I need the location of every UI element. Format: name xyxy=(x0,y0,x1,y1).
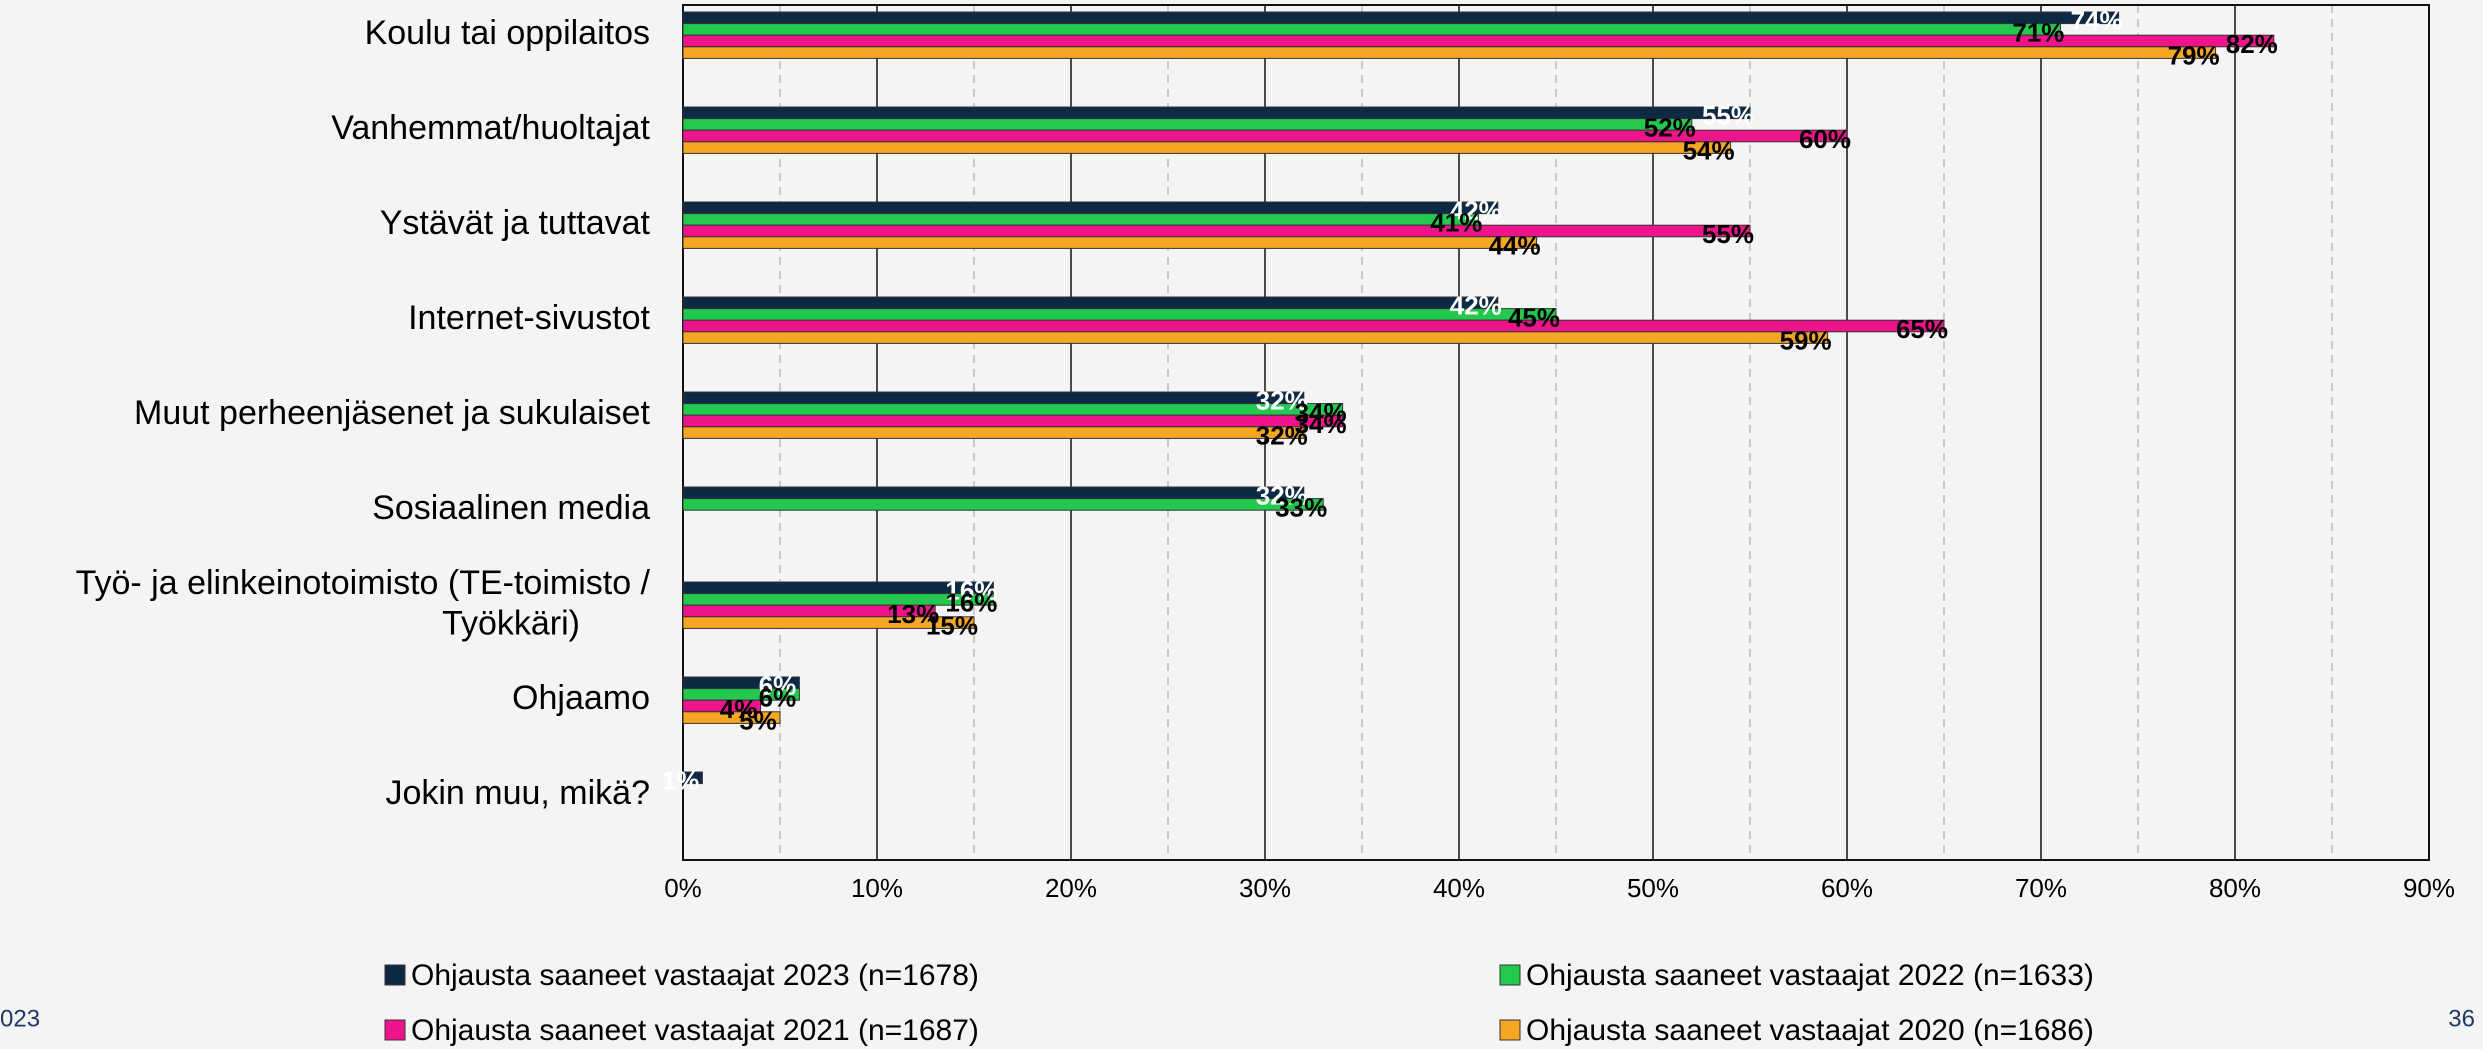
bar xyxy=(682,331,1829,344)
bar xyxy=(682,201,1499,215)
x-tick-label: 50% xyxy=(1627,873,1679,903)
category-label: Muut perheenjäsenet ja sukulaiset xyxy=(134,394,651,432)
data-label: 79% xyxy=(2168,40,2220,70)
x-tick-label: 0% xyxy=(664,873,702,903)
legend-swatch xyxy=(1499,1019,1521,1041)
footer-left: 023 xyxy=(0,1005,40,1032)
bar xyxy=(682,106,1751,120)
legend-swatch xyxy=(1499,964,1521,986)
data-label: 32% xyxy=(1256,386,1308,416)
bar xyxy=(682,498,1324,511)
data-label: 71% xyxy=(2012,17,2064,47)
data-label: 32% xyxy=(1256,420,1308,450)
bar xyxy=(682,308,1557,321)
data-label: 52% xyxy=(1644,112,1696,142)
data-label: 6% xyxy=(759,671,797,701)
x-tick-label: 10% xyxy=(851,873,903,903)
category-label: Työ- ja elinkeinotoimisto (TE-toimisto /… xyxy=(76,564,651,643)
data-label: 16% xyxy=(945,587,997,617)
category-label: Vanhemmat/huoltajat xyxy=(331,109,650,147)
data-label: 45% xyxy=(1508,302,1560,332)
category-label: Koulu tai oppilaitos xyxy=(365,14,650,52)
legend-swatch xyxy=(384,1019,406,1041)
data-label: 44% xyxy=(1489,230,1541,260)
data-label: 16% xyxy=(945,576,997,606)
legend-label: Ohjausta saaneet vastaajat 2023 (n=1678) xyxy=(411,959,979,992)
data-label: 74% xyxy=(2071,6,2123,36)
x-tick-label: 60% xyxy=(1821,873,1873,903)
data-label: 32% xyxy=(1256,481,1308,511)
x-tick-label: 30% xyxy=(1239,873,1291,903)
category-label: Jokin muu, mikä? xyxy=(385,774,650,812)
legend-label: Ohjausta saaneet vastaajat 2022 (n=1633) xyxy=(1526,959,2094,992)
data-label: 55% xyxy=(1702,219,1754,249)
bar xyxy=(682,296,1499,310)
bar xyxy=(682,118,1693,131)
data-label: 1% xyxy=(662,766,700,796)
data-label: 60% xyxy=(1799,124,1851,154)
bar xyxy=(682,403,1344,416)
bar xyxy=(682,616,975,629)
data-label: 33% xyxy=(1275,492,1327,522)
bar xyxy=(682,23,2061,36)
bar xyxy=(682,46,2217,59)
bar xyxy=(682,11,2120,25)
bar xyxy=(682,771,703,785)
bar xyxy=(682,426,1305,439)
data-label: 15% xyxy=(926,610,978,640)
x-tick-label: 70% xyxy=(2015,873,2067,903)
x-tick-label: 80% xyxy=(2209,873,2261,903)
data-label: 55% xyxy=(1702,101,1754,131)
data-label: 54% xyxy=(1683,135,1735,165)
legend-swatch xyxy=(384,964,406,986)
data-label: 5% xyxy=(739,705,777,735)
data-label: 82% xyxy=(2226,29,2278,59)
data-label: 65% xyxy=(1896,314,1948,344)
data-label: 13% xyxy=(887,599,939,629)
category-label: Internet-sivustot xyxy=(408,299,650,337)
bar xyxy=(682,414,1344,428)
bar xyxy=(682,319,1945,333)
bar xyxy=(682,236,1538,249)
legend-label: Ohjausta saaneet vastaajat 2021 (n=1687) xyxy=(411,1014,979,1047)
data-label: 59% xyxy=(1780,325,1832,355)
x-tick-label: 20% xyxy=(1045,873,1097,903)
data-label: 6% xyxy=(759,682,797,712)
category-label: Ohjaamo xyxy=(512,679,650,717)
data-label: 41% xyxy=(1430,207,1482,237)
x-tick-label: 90% xyxy=(2403,873,2455,903)
bar xyxy=(682,141,1732,154)
x-tick-label: 40% xyxy=(1433,873,1485,903)
data-label: 42% xyxy=(1450,196,1502,226)
bar xyxy=(682,486,1305,500)
bar xyxy=(682,213,1479,226)
category-label: Sosiaalinen media xyxy=(372,489,650,527)
data-label: 42% xyxy=(1450,291,1502,321)
data-label: 4% xyxy=(720,694,758,724)
bar xyxy=(682,711,781,724)
category-label: Ystävät ja tuttavat xyxy=(380,204,651,242)
data-label: 34% xyxy=(1295,397,1347,427)
page-number: 36 xyxy=(2448,1005,2475,1032)
bar xyxy=(682,391,1305,405)
bar xyxy=(682,224,1751,238)
legend-label: Ohjausta saaneet vastaajat 2020 (n=1686) xyxy=(1526,1014,2094,1047)
data-label: 34% xyxy=(1295,409,1347,439)
